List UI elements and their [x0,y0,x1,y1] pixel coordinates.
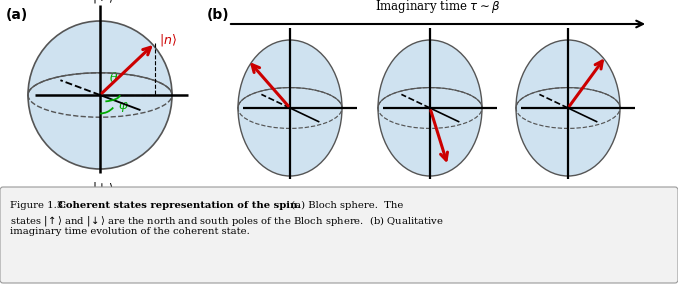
Text: (a) Bloch sphere.  The: (a) Bloch sphere. The [285,201,403,210]
Text: $|\!\downarrow\rangle$: $|\!\downarrow\rangle$ [92,180,114,196]
Text: $|\!\uparrow\rangle$: $|\!\uparrow\rangle$ [92,0,114,5]
Text: $|n\rangle$: $|n\rangle$ [159,32,177,48]
Text: θ: θ [110,72,117,85]
Text: (a): (a) [6,8,28,22]
Text: states $|\!\uparrow\rangle$ and $|\!\downarrow\rangle$ are the north and south p: states $|\!\uparrow\rangle$ and $|\!\dow… [10,214,444,228]
Ellipse shape [238,40,342,176]
Text: Figure 1.3:: Figure 1.3: [10,201,70,210]
Text: Imaginary time $\tau \sim \beta$: Imaginary time $\tau \sim \beta$ [375,0,501,15]
Ellipse shape [28,21,172,169]
Ellipse shape [378,40,482,176]
Ellipse shape [516,40,620,176]
FancyBboxPatch shape [0,187,678,283]
Text: imaginary time evolution of the coherent state.: imaginary time evolution of the coherent… [10,227,250,236]
Text: Coherent states representation of the spin.: Coherent states representation of the sp… [58,201,301,210]
Text: φ: φ [118,99,127,112]
Text: (b): (b) [207,8,230,22]
